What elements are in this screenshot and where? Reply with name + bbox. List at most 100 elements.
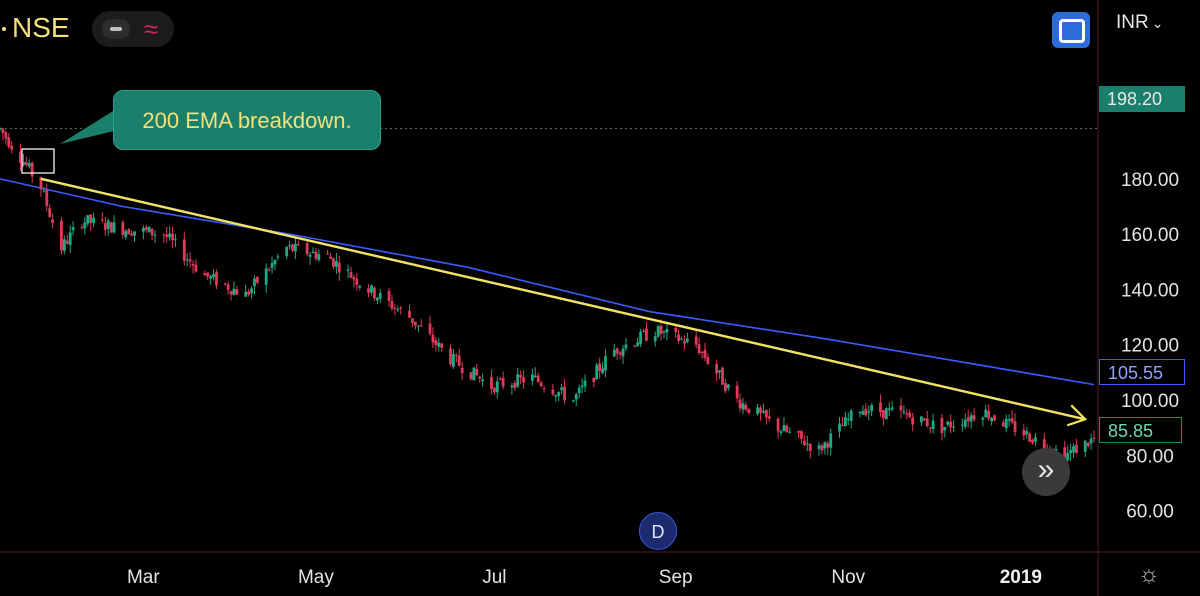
go-to-realtime-button[interactable]: » xyxy=(1022,448,1070,496)
candle-body xyxy=(522,377,525,383)
x-tick-label: Sep xyxy=(659,567,693,588)
candle-body xyxy=(235,289,239,295)
settings-icon[interactable]: ☼ xyxy=(1138,561,1160,588)
candle-body xyxy=(349,272,353,278)
candle-body xyxy=(645,328,648,341)
candle-body xyxy=(621,348,625,357)
candle-body xyxy=(636,342,640,347)
candle-body xyxy=(174,239,177,241)
candle-body xyxy=(326,253,330,255)
y-tick-label: 140.00 xyxy=(1121,280,1179,301)
candle-body xyxy=(849,410,853,421)
candle-body xyxy=(501,377,505,387)
candle-body xyxy=(475,368,479,376)
candle-body xyxy=(908,412,912,418)
candle-body xyxy=(510,385,514,388)
candle-body xyxy=(165,234,169,238)
bullet-dot xyxy=(2,27,6,31)
candle-body xyxy=(276,256,280,258)
candle-body xyxy=(592,377,596,382)
candle-body xyxy=(124,230,128,238)
candle-body xyxy=(718,370,721,373)
candle-body xyxy=(726,384,730,389)
candle-body xyxy=(329,256,332,259)
candle-body xyxy=(542,387,546,389)
candle-body xyxy=(352,277,356,280)
candle-body xyxy=(797,430,800,433)
candle-body xyxy=(71,227,75,231)
candle-body xyxy=(981,417,985,420)
candle-body xyxy=(612,349,616,357)
candle-body xyxy=(4,132,8,139)
chevron-down-icon: ⌄ xyxy=(1151,15,1164,31)
candle-body xyxy=(457,355,461,366)
candle-body xyxy=(492,387,496,393)
candle-body xyxy=(273,260,277,265)
candle-body xyxy=(1072,446,1075,453)
candle-body xyxy=(884,408,888,420)
candle-body xyxy=(130,233,134,236)
candle-body xyxy=(618,352,622,355)
candle-body xyxy=(232,288,236,295)
candle-body xyxy=(1031,439,1034,444)
candle-body xyxy=(779,431,783,433)
callout-pointer xyxy=(60,108,118,144)
candle-body xyxy=(966,417,970,422)
candle-body xyxy=(375,297,379,301)
candle-body xyxy=(533,375,537,377)
candle-body xyxy=(642,330,645,332)
candle-body xyxy=(127,229,131,235)
candle-body xyxy=(408,310,411,318)
candle-body xyxy=(747,408,751,413)
candle-body xyxy=(440,343,444,348)
x-tick-label: Mar xyxy=(127,567,160,588)
interval-badge[interactable]: D xyxy=(639,512,677,550)
currency-selector[interactable]: INR ⌄ xyxy=(1116,12,1163,34)
candle-body xyxy=(285,247,289,257)
candle-body xyxy=(984,409,988,418)
candle-body xyxy=(194,264,198,272)
candle-body xyxy=(905,413,909,415)
candle-body xyxy=(1004,418,1008,429)
candle-body xyxy=(899,405,903,411)
candle-body xyxy=(1,128,5,133)
indicator-toggle-group: ≈ xyxy=(92,11,174,47)
candle-body xyxy=(355,278,359,285)
candle-body xyxy=(601,368,604,374)
candle-body xyxy=(314,251,318,259)
candle-body xyxy=(490,376,493,389)
candle-body xyxy=(539,382,543,387)
minus-icon[interactable] xyxy=(102,19,130,39)
candle-body xyxy=(990,417,994,422)
candle-body xyxy=(387,290,391,301)
candle-body xyxy=(83,222,87,229)
candle-body xyxy=(100,219,104,221)
candle-body xyxy=(940,417,944,434)
approx-wave-icon[interactable]: ≈ xyxy=(143,14,159,44)
candle-body xyxy=(229,291,233,295)
candle-body xyxy=(993,415,996,421)
candle-body xyxy=(212,274,215,278)
candle-body xyxy=(823,442,827,449)
x-tick-label: May xyxy=(298,567,334,588)
candle-body xyxy=(920,416,923,423)
candle-body xyxy=(106,220,110,229)
fullscreen-icon[interactable] xyxy=(1052,12,1090,48)
close-price-tag: 85.85 xyxy=(1099,417,1182,443)
y-tick-label: 180.00 xyxy=(1121,170,1179,191)
candle-body xyxy=(516,374,520,387)
candle-body xyxy=(373,287,376,299)
candle-body xyxy=(1069,450,1072,454)
candle-body xyxy=(65,240,69,244)
candle-body xyxy=(1028,433,1032,442)
candle-body xyxy=(706,357,710,364)
candle-body xyxy=(437,342,441,347)
candle-body xyxy=(700,351,704,353)
candle-body xyxy=(674,327,678,332)
candle-body xyxy=(478,376,482,379)
candle-body xyxy=(972,415,976,420)
symbol-title[interactable]: NSE xyxy=(0,12,70,44)
annotation-callout[interactable]: 200 EMA breakdown. xyxy=(113,90,381,150)
candle-body xyxy=(1092,437,1096,439)
